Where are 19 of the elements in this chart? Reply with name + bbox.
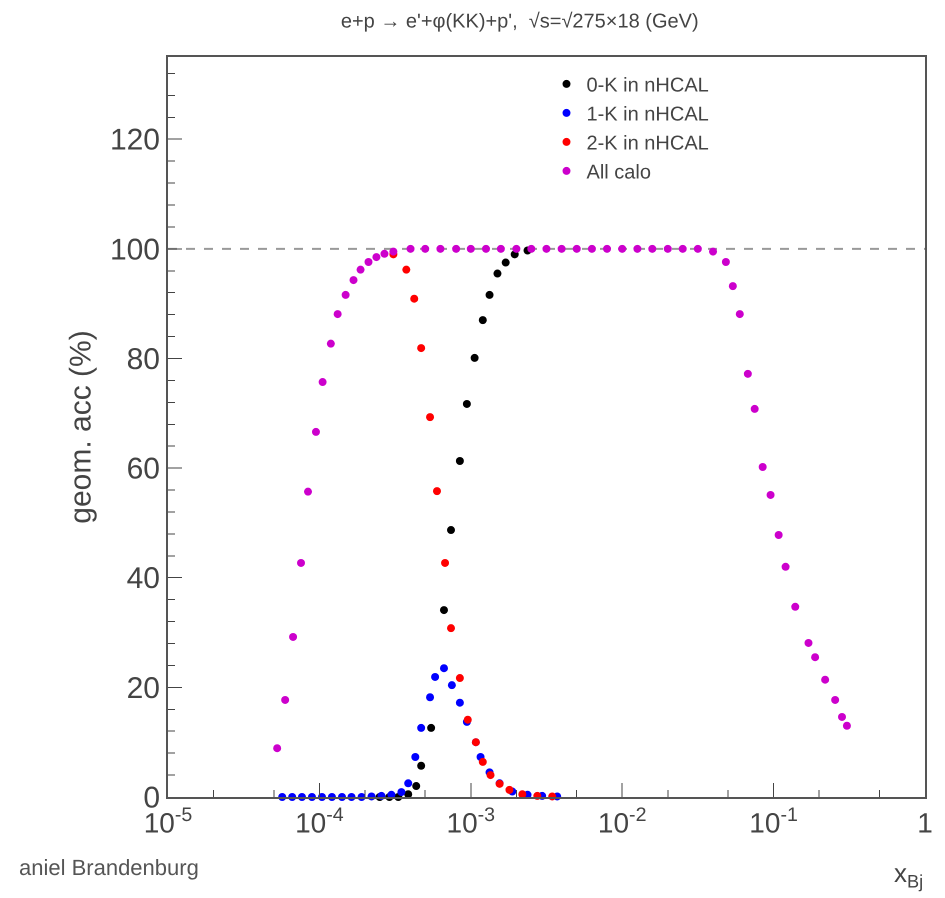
x-tick-label: 1: [917, 808, 933, 839]
x-tick-label: 10$^{-2}$: [598, 804, 646, 839]
text: aniel Brandenburg: [19, 855, 199, 880]
y-tick-label: 40: [126, 562, 160, 596]
legend-label: 2-K in nHCAL: [586, 132, 709, 155]
legend-label: All calo: [586, 162, 651, 184]
chart-title: e+p → e'+φ(KK)+p', √s=√275×18 (GeV): [340, 10, 699, 32]
y-tick-label: 80: [126, 342, 160, 376]
x-axis-title: x$_{Bj}$: [894, 858, 924, 892]
x-tick-label: 10$^{-3}$: [446, 804, 496, 839]
x-tick-label: 10$^{-1}$: [749, 804, 798, 839]
y-axis-title: geom. acc (%): [64, 330, 98, 524]
x-tick-label: 10$^{-4}$: [295, 804, 344, 839]
legend-label: 0-K in nHCAL: [586, 74, 709, 97]
y-tick-label: 120: [110, 124, 160, 157]
y-tick-label: 20: [126, 672, 160, 705]
y-tick-label: 60: [126, 452, 160, 486]
legend-label: 1-K in nHCAL: [586, 104, 709, 126]
y-tick-label: 100: [110, 233, 160, 266]
